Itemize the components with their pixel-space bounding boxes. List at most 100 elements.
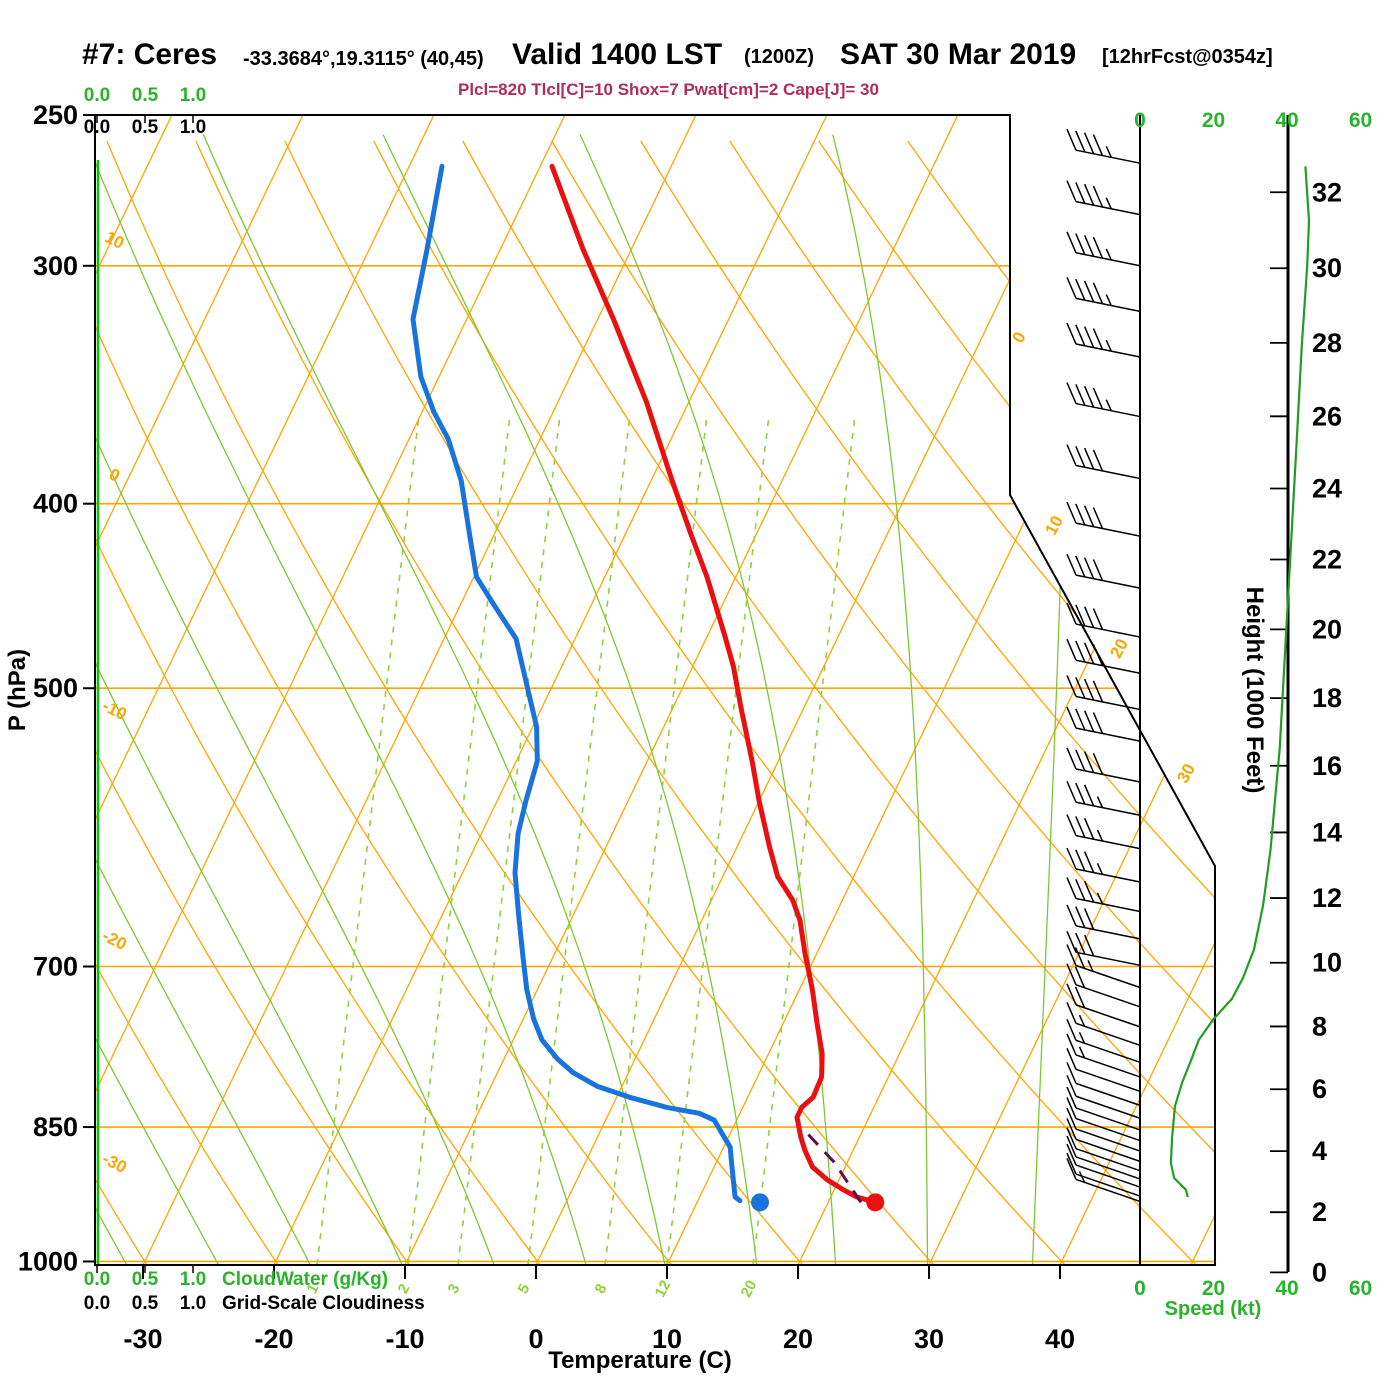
wind-barb-tick-full	[1092, 328, 1104, 350]
wind-barb-tick-full	[1066, 814, 1077, 836]
speed-scale-bottom-label: 40	[1275, 1277, 1298, 1300]
isotherm-label: 0	[1009, 329, 1030, 346]
wind-barb-tick-full	[1075, 555, 1086, 578]
surface-temperature-dot	[866, 1193, 885, 1212]
wind-barb-tick-full	[1066, 128, 1077, 151]
wind-barb-tick-full	[1092, 559, 1104, 581]
wind-barb	[1066, 231, 1141, 267]
wind-barb-tick-full	[1066, 638, 1077, 661]
speed-scale-top-label: 0	[1134, 109, 1146, 132]
wind-barb	[1066, 638, 1141, 674]
wind-barb-tick-full	[1092, 507, 1104, 529]
wind-barb-tick-half	[1105, 197, 1112, 210]
station-coords: -33.3684°,19.3115° (40,45)	[243, 48, 484, 70]
dry-adiabat-line	[284, 140, 1069, 1265]
wind-barb-shaft	[1075, 868, 1141, 883]
station-title: #7: Ceres	[82, 38, 218, 71]
wind-barb-tick-full	[1083, 784, 1095, 807]
temperature-axis-title: Temperature (C)	[548, 1347, 732, 1374]
dry-adiabat-line	[95, 140, 281, 1265]
wind-barb-shaft	[1075, 1173, 1141, 1197]
wind-barb-shaft	[1075, 1164, 1141, 1188]
wind-barb-tick-half	[1105, 248, 1112, 261]
wind-barb	[1066, 944, 1141, 989]
wind-barb-tick-half	[1105, 399, 1112, 412]
temperature-tick-label: 0	[528, 1324, 543, 1354]
pressure-tick-label: 850	[33, 1112, 78, 1142]
wind-barb	[1066, 877, 1141, 913]
temperature-tick-label: -30	[123, 1324, 162, 1354]
wind-barb-shaft	[1075, 801, 1141, 816]
moist-adiabat-line	[202, 134, 667, 1265]
pressure-axis-title: P (hPa)	[4, 649, 31, 731]
height-tick-label: 10	[1312, 948, 1342, 978]
wind-barb	[1066, 963, 1141, 1008]
speed-axis-title: Speed (kt)	[1165, 1298, 1262, 1320]
wind-barb-tick-full	[1066, 847, 1077, 870]
wind-barb-tick-full	[1075, 604, 1086, 627]
wind-barb-tick-full	[1066, 444, 1077, 466]
wind-barb	[1066, 1135, 1141, 1180]
wind-barb	[1066, 1107, 1141, 1152]
wind-barb-tick-full	[1066, 944, 1077, 966]
wind-barb-tick-full	[1083, 678, 1095, 701]
isotherm-line	[666, 115, 1215, 1265]
mixing-ratio-line	[527, 416, 631, 1265]
wind-barb-shaft	[1075, 984, 1141, 1008]
isotherm-label: 20	[1106, 636, 1132, 662]
wind-barb-tick-full	[1075, 932, 1086, 955]
wind-barb-tick-full	[1092, 134, 1104, 156]
wind-barb-tick-half	[1096, 892, 1104, 905]
height-tick-label: 18	[1312, 683, 1342, 713]
height-tick-label: 0	[1312, 1257, 1327, 1287]
wind-barb-tick-full	[1083, 505, 1095, 528]
wind-barb-shaft	[1075, 1178, 1141, 1203]
wind-barb-shaft	[1075, 1054, 1141, 1078]
height-axis: 0246810121416182022242628303200202040406…	[1134, 109, 1372, 1300]
mixing-ratio-label: 8	[592, 1281, 611, 1296]
wind-barb-tick-half	[1105, 146, 1112, 158]
wind-barb	[1066, 1074, 1141, 1119]
speed-scale-bottom-label: 0	[1134, 1277, 1146, 1300]
height-tick-label: 16	[1312, 751, 1342, 781]
wind-barb-tick-full	[1066, 1152, 1077, 1175]
wind-barb-shaft	[1075, 1117, 1141, 1142]
wind-barb-tick-full	[1075, 708, 1086, 731]
dry-adiabat-line	[95, 140, 675, 1265]
wind-barb-tick-full	[1083, 934, 1095, 957]
wind-barb-shaft	[1075, 659, 1141, 674]
wind-barb-tick-half	[1105, 294, 1112, 306]
wind-barb-tick-full	[1066, 1074, 1077, 1097]
wind-barb-shaft	[1075, 1082, 1141, 1107]
moist-adiabat-line	[1031, 134, 1069, 1265]
wind-barb	[1066, 128, 1141, 164]
cloudwater-axis-title: CloudWater (g/Kg)	[222, 1269, 388, 1290]
skewt-gridlines	[95, 115, 1215, 1265]
wind-barb-tick-full	[1083, 710, 1095, 732]
temperature-tick-label: -10	[385, 1324, 424, 1354]
isotherm-line	[535, 115, 1090, 1265]
wind-barb-shaft	[1075, 727, 1141, 742]
wind-barb-tick-full	[1092, 753, 1104, 775]
isotherm-line	[142, 115, 697, 1265]
cloudwater-top-label: 1.0	[180, 85, 206, 106]
isotherm-line	[797, 115, 1215, 1265]
wind-barb	[1066, 277, 1141, 313]
speed-scale-top-label: 20	[1202, 109, 1225, 132]
dry-adiabat-line	[640, 140, 1215, 1265]
height-axis-title: Height (1000 Feet)	[1241, 587, 1268, 794]
mixing-ratio-label: 3	[445, 1281, 464, 1296]
dry-adiabat-line	[551, 140, 1215, 1265]
wind-barb-tick-full	[1075, 640, 1086, 663]
isotherm-line	[95, 115, 304, 1265]
wind-barb-shaft	[1075, 574, 1141, 589]
dry-adiabat-label: -30	[99, 1149, 130, 1177]
mixing-ratio-label: 12	[652, 1278, 675, 1301]
speed-scale-top-label: 40	[1275, 109, 1298, 132]
temperature-curve	[549, 163, 878, 1205]
wind-barb-tick-full	[1092, 185, 1104, 208]
height-tick-label: 6	[1312, 1074, 1327, 1104]
pressure-tick-label: 250	[33, 100, 78, 130]
wind-barb-shaft	[1075, 1022, 1141, 1047]
wind-barb-tick-full	[1075, 906, 1086, 928]
